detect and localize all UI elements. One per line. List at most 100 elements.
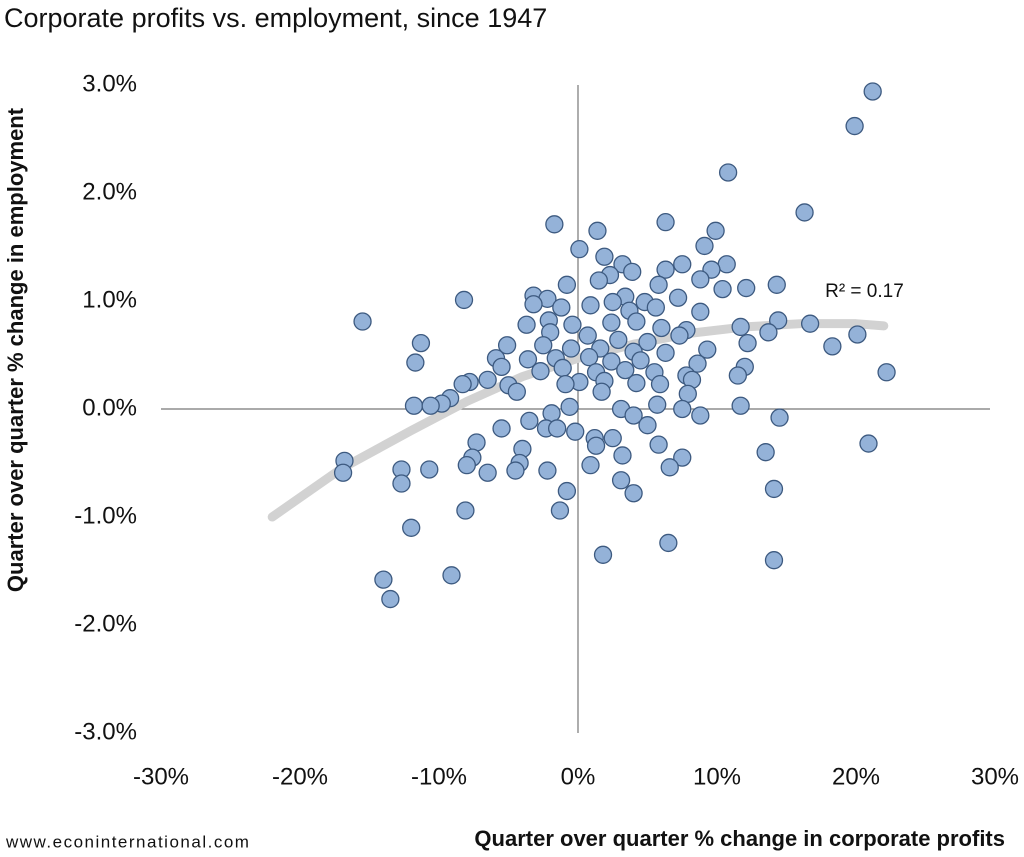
- data-point: [517, 315, 536, 334]
- data-point: [737, 278, 756, 298]
- data-point: [698, 340, 717, 359]
- data-point: [550, 501, 570, 520]
- data-point: [586, 436, 606, 455]
- data-point: [588, 221, 607, 240]
- data-point: [520, 411, 539, 431]
- data-point: [717, 255, 736, 274]
- y-tick-label: 3.0%: [82, 70, 137, 97]
- data-point: [578, 326, 597, 345]
- data-point: [411, 333, 431, 353]
- data-point: [534, 336, 553, 355]
- source: www.econinternational.com: [5, 832, 250, 851]
- data-point: [557, 275, 577, 294]
- data-point: [402, 518, 421, 537]
- data-point: [691, 302, 710, 321]
- data-point: [764, 551, 784, 570]
- data-point: [624, 484, 643, 503]
- data-point: [670, 326, 689, 345]
- data-point: [656, 343, 675, 362]
- data-point: [602, 352, 621, 371]
- data-point: [456, 501, 475, 520]
- data-point: [731, 317, 750, 337]
- data-point: [611, 471, 631, 490]
- data-point: [406, 353, 425, 372]
- data-point: [848, 325, 867, 344]
- data-point: [492, 419, 511, 438]
- y-tick-label: 0.0%: [82, 394, 137, 421]
- data-point: [648, 395, 667, 414]
- data-point: [627, 373, 646, 393]
- data-point: [478, 370, 497, 389]
- data-point: [563, 315, 582, 334]
- data-point: [631, 351, 650, 370]
- data-point: [770, 408, 789, 427]
- data-point: [731, 396, 750, 415]
- data-point: [570, 240, 589, 259]
- data-point: [467, 433, 486, 452]
- chart-title: Corporate profits vs. employment, since …: [4, 3, 547, 33]
- data-point: [673, 255, 692, 274]
- x-tick-label: -30%: [133, 763, 189, 790]
- data-point: [650, 375, 670, 394]
- data-point: [353, 312, 372, 331]
- data-point: [609, 330, 628, 350]
- data-point: [718, 163, 738, 182]
- data-point: [392, 474, 411, 493]
- data-point: [453, 375, 472, 394]
- data-point: [524, 295, 543, 314]
- data-point: [649, 275, 668, 294]
- data-point: [616, 360, 635, 380]
- data-point: [497, 336, 517, 355]
- data-point: [381, 589, 400, 609]
- y-tick-label: -2.0%: [74, 610, 137, 637]
- data-point: [769, 311, 788, 330]
- data-point: [581, 456, 600, 475]
- x-axis-title: Quarter over quarter % change in corpora…: [474, 826, 1005, 851]
- data-point: [404, 396, 424, 415]
- data-point: [877, 363, 896, 382]
- data-point: [673, 399, 692, 419]
- data-point: [442, 566, 461, 585]
- x-tick-label: -20%: [272, 763, 328, 790]
- data-point: [595, 247, 614, 266]
- data-point: [728, 366, 747, 385]
- data-point: [668, 288, 688, 307]
- data-point: [688, 354, 707, 373]
- data-point: [374, 570, 393, 589]
- data-point: [673, 448, 692, 467]
- data-point: [506, 461, 525, 480]
- x-tick-label: 0%: [561, 763, 596, 790]
- data-point: [678, 384, 697, 404]
- data-point: [492, 357, 511, 377]
- data-point: [518, 350, 538, 369]
- data-point: [656, 260, 675, 279]
- data-point: [652, 318, 671, 338]
- x-tick-label: 20%: [832, 763, 880, 790]
- data-point: [823, 337, 842, 356]
- data-point: [420, 460, 439, 479]
- data-point: [845, 116, 864, 136]
- data-point: [623, 262, 642, 281]
- x-tick-label: 30%: [971, 763, 1019, 790]
- data-point: [507, 382, 526, 401]
- data-point: [613, 446, 632, 465]
- data-point: [421, 396, 440, 415]
- data-point: [545, 215, 564, 234]
- x-tick-label: -10%: [411, 763, 467, 790]
- data-point: [579, 348, 599, 367]
- y-tick-label: 2.0%: [82, 178, 137, 205]
- data-point: [646, 298, 665, 317]
- data-point: [638, 332, 657, 352]
- data-point: [713, 279, 732, 299]
- data-point: [738, 333, 757, 353]
- data-point: [457, 456, 476, 475]
- r-squared-annotation: R² = 0.17: [825, 281, 904, 302]
- data-point: [691, 270, 710, 289]
- data-point: [795, 203, 814, 222]
- data-point: [478, 463, 497, 482]
- data-point: [531, 362, 550, 381]
- data-point: [649, 435, 668, 454]
- data-point: [556, 375, 575, 394]
- data-point: [602, 313, 621, 332]
